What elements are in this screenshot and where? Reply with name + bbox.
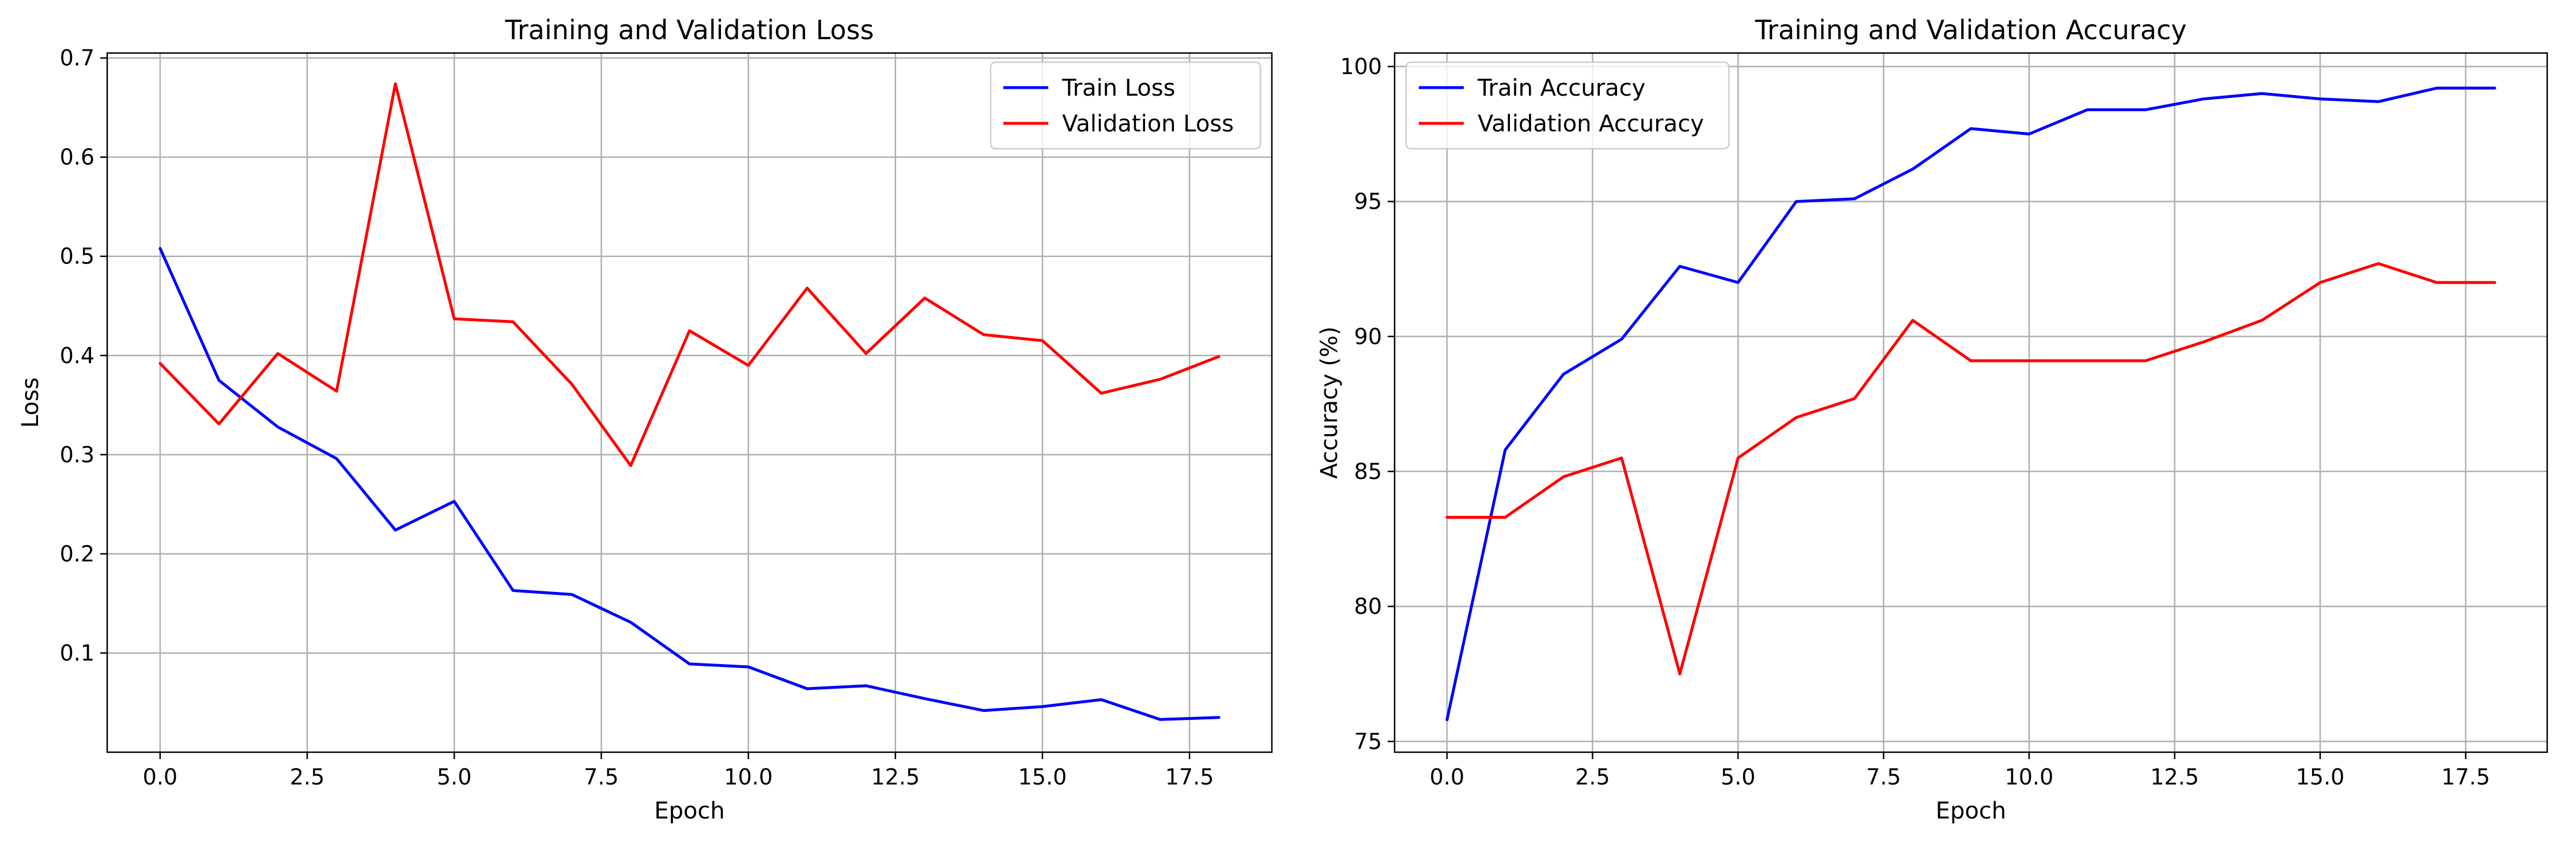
y-tick-label: 75	[1354, 729, 1382, 754]
x-tick-label: 15.0	[1018, 764, 1067, 790]
y-tick-label: 0.2	[60, 541, 95, 567]
accuracy-chart: 0.0 2.5 5.0 7.5 10.0 12.5 15.0 17.5 75 80 85 90 95 10…	[1316, 14, 2548, 824]
y-axis-label: Accuracy (%)	[1316, 326, 1343, 479]
y-tick-label: 0.6	[60, 145, 95, 170]
y-tick-label: 0.3	[60, 442, 95, 467]
loss-chart: 0.0 2.5 5.0 7.5 10.0 12.5 15.0 17.5 0.1 0.2 0.3 0.4…	[17, 14, 1273, 824]
y-tick-label: 90	[1354, 324, 1382, 349]
x-tick-label: 15.0	[2296, 764, 2345, 790]
legend-label: Train Loss	[1062, 75, 1175, 101]
x-tick-label: 2.5	[1575, 764, 1610, 790]
legend-label: Validation Loss	[1062, 111, 1234, 137]
series-line-validation	[158, 82, 1221, 467]
chart-title: Training and Validation Loss	[505, 14, 874, 46]
y-tick-label: 85	[1354, 459, 1382, 484]
legend-label: Train Accuracy	[1477, 75, 1645, 101]
y-tick-label: 80	[1354, 594, 1382, 619]
x-tick-label: 5.0	[437, 764, 471, 790]
plot-frame	[1393, 52, 2548, 753]
x-axis-label: Epoch	[654, 798, 724, 824]
x-tick-label: 0.0	[1430, 764, 1464, 790]
x-tick-label: 12.5	[871, 764, 920, 790]
x-tick-label: 10.0	[2005, 764, 2054, 790]
legend-box	[1405, 61, 1730, 150]
y-tick-label: 0.4	[60, 343, 95, 368]
x-tick-label: 7.5	[584, 764, 618, 790]
y-tick-label: 0.7	[60, 46, 95, 71]
y-tick-label: 0.5	[60, 244, 95, 269]
y-axis-label: Loss	[17, 378, 44, 428]
x-tick-label: 5.0	[1721, 764, 1755, 790]
x-tick-label: 12.5	[2150, 764, 2199, 790]
y-tick-label: 95	[1354, 189, 1382, 214]
x-axis-label: Epoch	[1936, 798, 2006, 824]
y-tick-label: 100	[1340, 54, 1382, 79]
legend-box	[989, 61, 1261, 150]
series-line-train	[158, 247, 1221, 721]
x-tick-label: 10.0	[724, 764, 773, 790]
x-tick-label: 7.5	[1866, 764, 1901, 790]
legend: Train Accuracy Validation Accuracy	[1405, 61, 1730, 150]
series-line-train	[1445, 86, 2496, 722]
legend-label: Validation Accuracy	[1478, 111, 1704, 137]
x-tick-label: 2.5	[290, 764, 324, 790]
legend: Train Loss Validation Loss	[989, 61, 1261, 150]
y-tick-label: 0.1	[60, 640, 95, 666]
x-tick-label: 17.5	[1165, 764, 1214, 790]
x-tick-label: 0.0	[143, 764, 177, 790]
x-tick-label: 17.5	[2441, 764, 2490, 790]
chart-title: Training and Validation Accuracy	[1754, 14, 2186, 46]
series-line-validation	[1445, 262, 2496, 676]
plot-frame	[106, 52, 1273, 753]
